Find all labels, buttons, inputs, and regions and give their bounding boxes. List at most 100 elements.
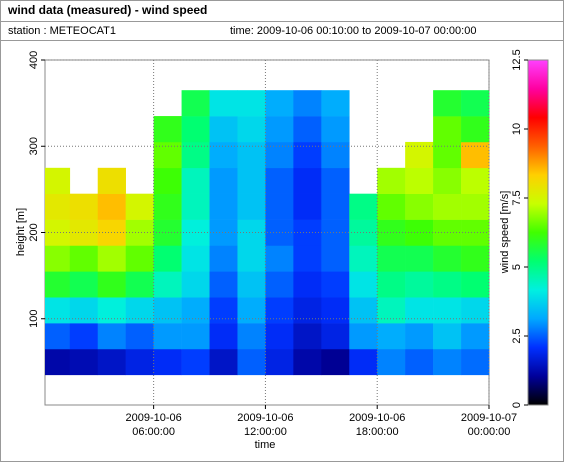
heat-cell — [461, 271, 490, 298]
heat-cell — [209, 193, 238, 220]
heat-cell — [433, 245, 462, 272]
heat-cell — [125, 219, 154, 246]
colorbar-tick-label: 5 — [511, 264, 523, 270]
heat-cell — [377, 167, 406, 194]
heat-cell — [461, 297, 490, 324]
heat-cell — [45, 323, 71, 350]
heat-cell — [153, 271, 182, 298]
heat-cell — [153, 323, 182, 350]
heat-cell — [349, 348, 378, 376]
heat-cell — [181, 245, 210, 272]
heat-cell — [349, 323, 378, 350]
x-tick-label: 18:00:00 — [356, 426, 399, 438]
heat-cell — [461, 245, 490, 272]
heat-cell — [293, 141, 322, 169]
heat-cell — [181, 348, 210, 376]
heat-cell — [405, 297, 434, 324]
heat-cell — [97, 348, 126, 376]
colorbar-tick-label: 12.5 — [511, 49, 523, 70]
heat-cell — [349, 271, 378, 298]
heat-cell — [265, 193, 294, 220]
heat-cell — [377, 348, 406, 376]
heat-cell — [321, 167, 350, 194]
heat-cell — [125, 245, 154, 272]
heat-cell — [377, 297, 406, 324]
colorbar-tick-label: 2.5 — [511, 328, 523, 343]
heat-cell — [69, 323, 99, 350]
heat-cell — [433, 167, 462, 194]
heat-cell — [153, 297, 182, 324]
heat-cell — [181, 193, 210, 220]
heat-cell — [461, 90, 490, 117]
heat-cell — [153, 116, 182, 143]
x-tick-label: 2009-10-06 — [237, 412, 293, 424]
heat-cell — [45, 167, 71, 194]
heat-cell — [461, 323, 490, 350]
heat-cell — [45, 348, 71, 376]
heat-cell — [377, 245, 406, 272]
heat-cell — [349, 193, 378, 220]
heat-cell — [265, 167, 294, 194]
y-axis-label: height [m] — [15, 208, 27, 256]
heat-cell — [321, 245, 350, 272]
heat-cell — [209, 271, 238, 298]
chart-title: wind data (measured) - wind speed — [7, 3, 207, 17]
heat-cell — [69, 297, 99, 324]
heat-cell — [125, 323, 154, 350]
heat-cell — [293, 297, 322, 324]
heat-cell — [321, 271, 350, 298]
heat-cell — [209, 167, 238, 194]
colorbar-tick-label: 0 — [511, 402, 523, 408]
heat-cell — [125, 271, 154, 298]
heat-cell — [69, 348, 99, 376]
heat-cell — [349, 297, 378, 324]
heat-cell — [125, 297, 154, 324]
x-tick-label: 06:00:00 — [132, 426, 175, 438]
heat-cell — [405, 245, 434, 272]
x-tick-label: 2009-10-06 — [125, 412, 181, 424]
heat-cell — [153, 245, 182, 272]
heat-cell — [405, 141, 434, 169]
heat-cell — [237, 167, 266, 194]
heat-cell — [209, 297, 238, 324]
heat-cell — [181, 90, 210, 117]
heat-cell — [45, 245, 71, 272]
heat-cell — [237, 193, 266, 220]
heat-cell — [125, 348, 154, 376]
heat-cell — [237, 348, 266, 376]
y-tick-label: 400 — [28, 51, 40, 69]
heat-cell — [237, 245, 266, 272]
heat-cell — [237, 116, 266, 143]
time-range: time: 2009-10-06 00:10:00 to 2009-10-07 … — [230, 25, 476, 37]
heat-cell — [293, 193, 322, 220]
heat-cell — [321, 116, 350, 143]
heat-cell — [293, 116, 322, 143]
heat-cell — [433, 297, 462, 324]
heat-cell — [405, 271, 434, 298]
heat-cell — [461, 348, 490, 376]
heat-cell — [433, 90, 462, 117]
heat-cell — [377, 193, 406, 220]
heat-cell — [209, 348, 238, 376]
heat-cell — [181, 167, 210, 194]
heat-cell — [237, 323, 266, 350]
heat-cell — [321, 348, 350, 376]
heat-cell — [181, 271, 210, 298]
heat-cell — [265, 323, 294, 350]
heat-cell — [181, 297, 210, 324]
y-tick-label: 100 — [28, 310, 40, 328]
heat-cell — [69, 271, 99, 298]
colorbar-tick-label: 7.5 — [511, 190, 523, 205]
heat-cell — [209, 116, 238, 143]
colorbar-tick-label: 10 — [511, 123, 523, 135]
heat-cell — [125, 193, 154, 220]
station: station : METEOCAT1 — [8, 25, 116, 37]
heat-cell — [321, 90, 350, 117]
y-tick-label: 200 — [28, 223, 40, 241]
heat-cell — [209, 90, 238, 117]
heat-cell — [181, 323, 210, 350]
heat-cell — [153, 193, 182, 220]
heat-cell — [293, 245, 322, 272]
heat-cell — [97, 167, 126, 194]
